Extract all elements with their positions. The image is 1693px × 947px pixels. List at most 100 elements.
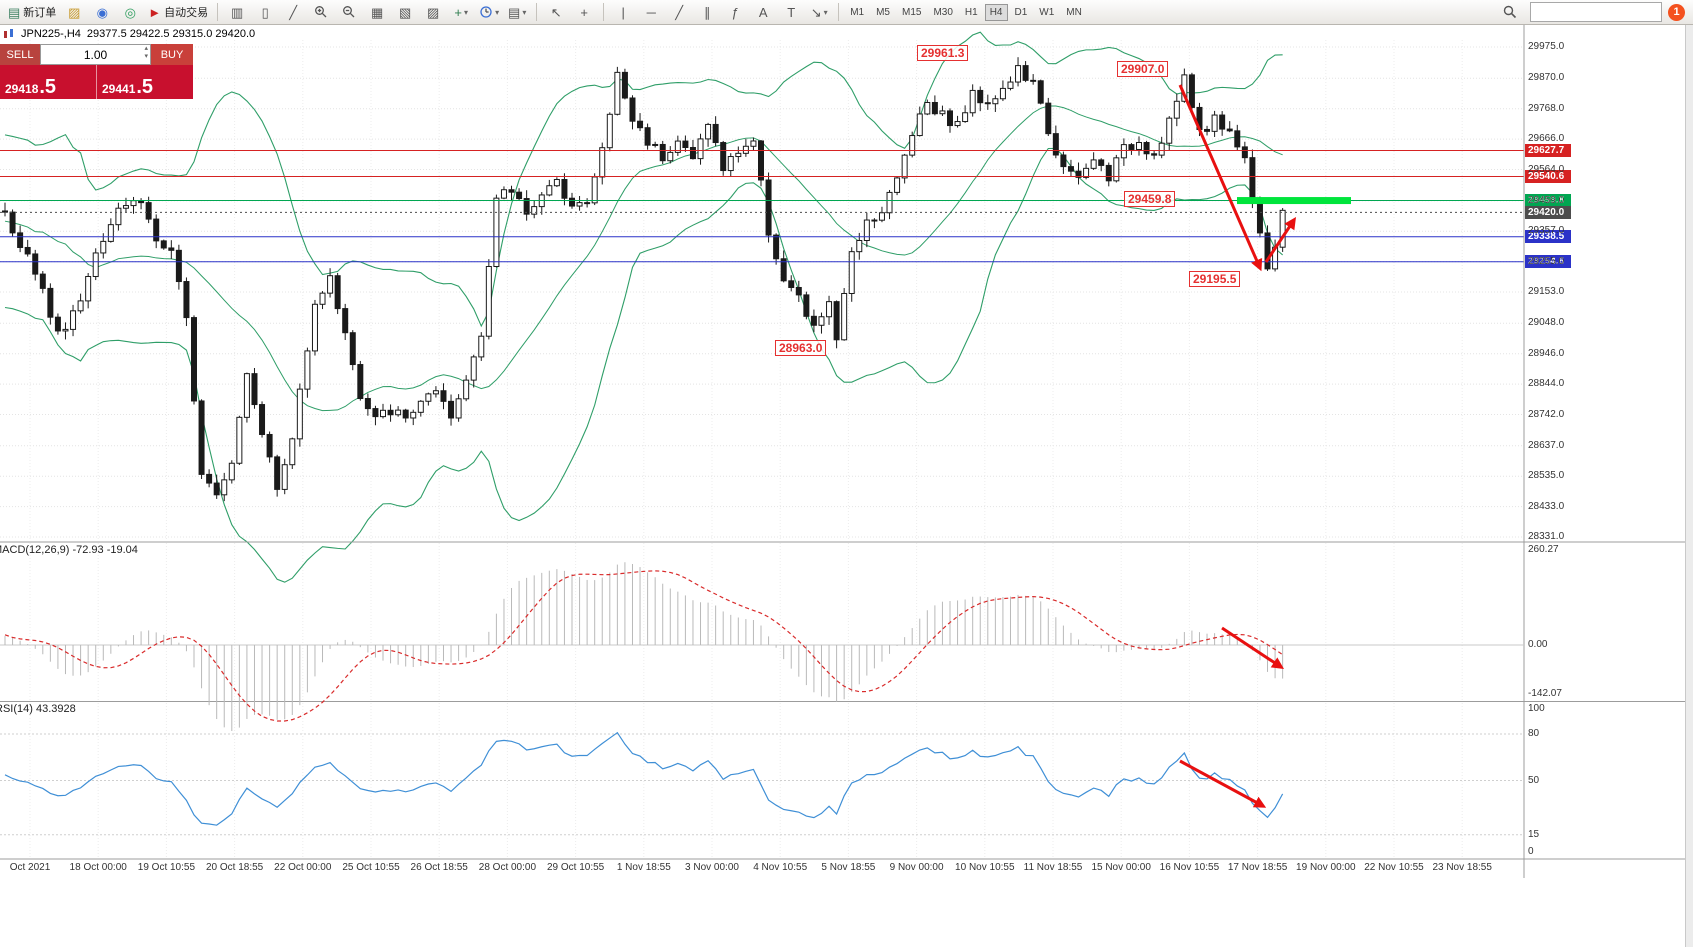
support-icon[interactable]: ◎ <box>124 4 136 20</box>
volume-value: 1.00 <box>83 47 108 62</box>
templates-button[interactable]: ▤ ▾ <box>508 4 527 20</box>
chart-symbol-line: JPN225-,H4 29377.5 29422.5 29315.0 29420… <box>3 28 255 40</box>
time-axis-label: 19 Nov 00:00 <box>1296 862 1356 873</box>
fibonacci-icon[interactable]: ƒ <box>731 4 739 20</box>
timeframe-button-m15[interactable]: M15 <box>902 6 922 18</box>
price-axis-label: 28535.0 <box>1528 470 1565 482</box>
autotrading-button[interactable]: ► 自动交易 <box>148 4 209 20</box>
timeframe-button-h4[interactable]: H4 <box>984 3 1008 21</box>
price-axis-label: 28742.0 <box>1528 408 1565 420</box>
time-axis-label: 23 Nov 18:55 <box>1432 862 1492 873</box>
rsi-indicator-label: RSI(14) 43.3928 <box>0 703 76 715</box>
timeframe-button-w1[interactable]: W1 <box>1039 6 1055 18</box>
vertical-line-icon[interactable]: | <box>621 4 625 20</box>
text-icon[interactable]: A <box>758 4 768 20</box>
price-axis-tag: 29459.8 <box>1525 194 1571 208</box>
periods-button[interactable]: ▾ <box>476 1 502 23</box>
time-axis-label: 17 Nov 18:55 <box>1227 862 1288 873</box>
price-annotation[interactable]: 29907.0 <box>1117 61 1169 77</box>
search-icon[interactable] <box>1497 1 1523 23</box>
toolbar-group-timeframes: M1 M5 M15 M30 H1 H4 D1 W1 MN <box>844 3 1088 21</box>
price-axis-label: 29048.0 <box>1528 317 1565 329</box>
price-annotation[interactable]: 28963.0 <box>775 340 827 356</box>
timeframe-button-m5[interactable]: M5 <box>876 6 890 18</box>
time-axis-label: 1 Nov 18:55 <box>616 862 671 873</box>
indicators-button[interactable]: + ▾ <box>454 4 468 20</box>
tile-windows-icon[interactable]: ▦ <box>371 4 384 20</box>
macd-axis-label: 260.27 <box>1528 544 1559 555</box>
timeframe-button-m1[interactable]: M1 <box>850 6 865 18</box>
timeframe-button-m30[interactable]: M30 <box>933 6 953 18</box>
search-input[interactable] <box>1535 4 1657 20</box>
volume-spinner[interactable]: ▴ ▾ <box>144 45 148 62</box>
chart-shift-icon[interactable]: ▨ <box>427 4 440 20</box>
candlestick-chart-icon[interactable]: ▯ <box>261 4 269 20</box>
toolbar-separator <box>603 3 605 21</box>
bar-chart-icon[interactable]: ▥ <box>231 4 244 20</box>
new-order-button[interactable]: ▤ 新订单 <box>8 4 57 20</box>
time-axis-label: 9 Nov 00:00 <box>889 862 944 873</box>
buy-price-main: 29441 <box>102 82 136 96</box>
cursor-icon[interactable]: ↖ <box>550 4 562 20</box>
price-axis-label: 28844.0 <box>1528 378 1565 390</box>
spin-up-icon[interactable]: ▴ <box>144 45 148 52</box>
sell-price-button[interactable]: 29418 .5 <box>0 65 97 99</box>
price-axis-label: 29975.0 <box>1528 41 1565 52</box>
timeframe-button-h1[interactable]: H1 <box>964 6 978 18</box>
price-axis-label: 28331.0 <box>1528 531 1565 542</box>
timeframe-button-mn[interactable]: MN <box>1066 6 1082 18</box>
time-axis-label: 22 Oct 00:00 <box>274 862 332 873</box>
price-axis-label: 29870.0 <box>1528 72 1565 84</box>
spin-down-icon[interactable]: ▾ <box>144 53 148 61</box>
price-axis-tag: 29254.6 <box>1525 255 1571 269</box>
time-axis-label: Oct 2021 <box>9 862 51 873</box>
price-axis-label: 29564.0 <box>1528 163 1565 175</box>
price-annotation[interactable]: 29459.8 <box>1124 191 1176 207</box>
toolbar-right: 1 <box>1496 1 1693 23</box>
time-axis-label: 5 Nov 18:55 <box>821 862 876 873</box>
equidistant-channel-icon[interactable]: ∥ <box>703 4 711 20</box>
macd-indicator-label: MACD(12,26,9) -72.93 -19.04 <box>0 544 138 556</box>
toolbar-group-chart: ▥ ▯ ╱ ▦ ▧ ▨ + ▾ ▾ ▤ ▾ <box>223 1 531 23</box>
price-axis-tag: 29627.7 <box>1525 144 1571 157</box>
toolbar-separator <box>217 3 219 21</box>
volume-field[interactable]: 1.00 ▴ ▾ <box>40 44 151 65</box>
crosshair-icon[interactable]: + <box>580 4 588 20</box>
price-axis-tag: 29420.0 <box>1525 205 1571 219</box>
time-axis-label: 19 Oct 10:55 <box>137 862 196 873</box>
window-scrollbar-strip[interactable] <box>1685 25 1693 947</box>
one-click-trade-panel: SELL 1.00 ▴ ▾ BUY 29418 .5 29441 .5 <box>0 44 193 99</box>
rsi-axis-label: 50 <box>1528 774 1540 786</box>
time-axis-label: 15 Nov 00:00 <box>1091 862 1151 873</box>
buy-price-button[interactable]: 29441 .5 <box>97 65 193 99</box>
text-label-icon[interactable]: T <box>787 4 796 20</box>
zoom-in-icon[interactable] <box>308 1 334 23</box>
buy-button[interactable]: BUY <box>151 44 193 65</box>
auto-scroll-icon[interactable]: ▧ <box>399 4 412 20</box>
price-annotation[interactable]: 29195.5 <box>1189 271 1241 287</box>
time-axis-label: 29 Oct 10:55 <box>546 862 605 873</box>
toolbar-separator <box>536 3 538 21</box>
trendline-icon[interactable]: ╱ <box>675 4 684 20</box>
arrows-list-button[interactable]: ↘ ▾ <box>810 4 828 20</box>
time-axis-label: 3 Nov 00:00 <box>685 862 739 873</box>
metaeditor-icon[interactable]: ▨ <box>68 4 81 20</box>
time-axis-label: 10 Nov 10:55 <box>955 862 1015 873</box>
time-axis-label: 4 Nov 10:55 <box>753 862 808 873</box>
price-axis-tag: 29338.5 <box>1525 230 1571 244</box>
price-annotation[interactable]: 29961.3 <box>917 45 969 61</box>
notification-badge[interactable]: 1 <box>1668 3 1685 21</box>
line-chart-icon[interactable]: ╱ <box>289 4 298 20</box>
community-icon[interactable]: ◉ <box>96 4 108 20</box>
horizontal-line-icon[interactable]: ─ <box>646 4 656 20</box>
buy-price-frac: .5 <box>136 76 154 98</box>
price-axis-label: 29459.0 <box>1528 194 1565 206</box>
timeframe-button-d1[interactable]: D1 <box>1014 6 1028 18</box>
macd-axis-label: 0.00 <box>1528 639 1548 650</box>
macd-axis-label: -142.07 <box>1528 688 1562 699</box>
chevron-down-icon: ▾ <box>823 7 828 17</box>
sell-button[interactable]: SELL <box>0 44 40 65</box>
chevron-down-icon: ▾ <box>463 7 468 17</box>
zoom-out-icon[interactable] <box>336 1 362 23</box>
